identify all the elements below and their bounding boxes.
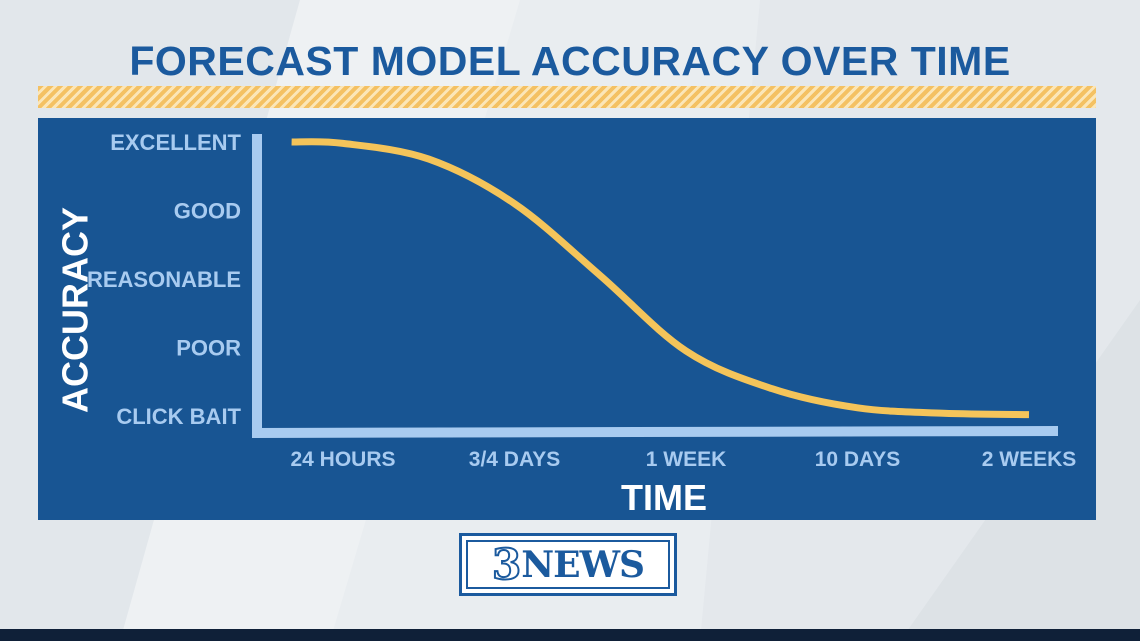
chart-panel: CLICK BAIT POOR REASONABLE GOOD EXCELLENT 24… xyxy=(38,118,1096,520)
x-axis-line xyxy=(251,426,1059,438)
bottom-strip xyxy=(0,629,1140,641)
x-axis-title: TIME xyxy=(621,477,707,518)
y-tick-label: GOOD xyxy=(174,199,241,224)
x-tick-label: 1 WEEK xyxy=(646,448,727,471)
accuracy-chart: CLICK BAIT POOR REASONABLE GOOD EXCELLENT 24… xyxy=(55,130,1077,518)
x-tick-label: 2 WEEKS xyxy=(982,448,1077,471)
y-tick-label: REASONABLE xyxy=(87,267,241,292)
y-tick-label: POOR xyxy=(176,336,241,361)
page-title: FORECAST MODEL ACCURACY OVER TIME xyxy=(129,38,1011,84)
x-tick-label: 10 DAYS xyxy=(815,448,901,471)
accuracy-curve xyxy=(291,138,1030,419)
y-axis-title: ACCURACY xyxy=(55,207,96,413)
y-tick-label: EXCELLENT xyxy=(110,130,241,155)
x-tick-label: 3/4 DAYS xyxy=(469,448,560,471)
hatch-stripe xyxy=(38,86,1096,108)
x-tick-label: 24 HOURS xyxy=(290,448,395,471)
logo-number: 3 xyxy=(491,539,522,589)
logo-word: NEWS xyxy=(521,543,645,586)
news-logo: 3 NEWS xyxy=(459,533,677,596)
y-tick-label: CLICK BAIT xyxy=(116,404,241,429)
